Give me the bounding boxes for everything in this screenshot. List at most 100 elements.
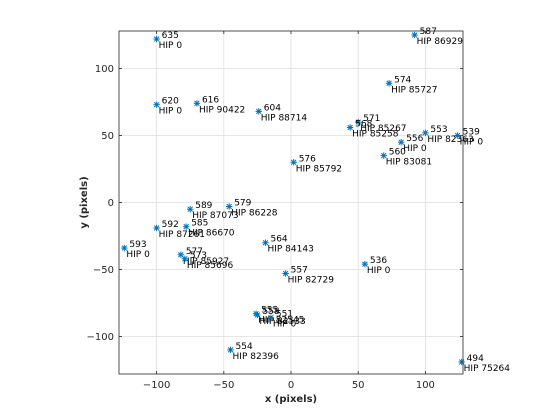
star-marker [290,159,297,166]
point-name-label: HIP 87073 [192,211,238,221]
star-marker [182,223,190,230]
point-id-label: 585 [191,219,208,229]
point-name-label: HIP 85258 [352,129,399,139]
point-name-label: HIP 85267 [360,124,406,134]
x-axis-label: x (pixels) [265,394,317,405]
point-id-label: 494 [467,354,484,364]
point-name-label: HIP 83081 [386,158,432,168]
x-tick-label: 100 [416,380,435,391]
point-id-label: 571 [363,114,380,124]
point-id-label: 564 [270,235,287,245]
point-id-label: 616 [202,95,219,105]
y-tick-label: 50 [101,131,114,142]
point-name-label: HIP 75264 [464,364,511,374]
point-name-label: HIP 82533 [259,317,305,327]
point-id-label: 557 [291,266,308,276]
point-name-label: HIP 82363 [427,135,473,145]
star-marker [354,118,362,126]
point-name-label: HIP 85927 [183,257,229,267]
point-id-label: 554 [236,342,253,352]
point-id-label: 558 [262,307,279,317]
axis-ticks: −100 −50 0 50 100 −100 −50 0 50 100 [87,31,463,391]
star-marker [411,31,418,39]
x-tick-label: −50 [213,380,234,391]
star-marker [422,129,429,137]
star-marker [153,35,160,43]
star-marker [267,314,275,321]
point-id-label: 592 [162,220,179,230]
star-marker [177,251,185,258]
star-marker [255,108,262,115]
point-id-label: 577 [186,247,203,257]
star-marker [385,80,393,87]
point-id-label: 555 [261,306,278,316]
star-marker [282,270,289,277]
point-id-label: 568 [355,119,372,129]
y-tick-label: 100 [95,64,114,75]
star-marker [225,203,233,210]
point-id-label: 576 [299,154,316,164]
x-tick-label: 0 [288,380,294,391]
point-id-label: 620 [162,97,179,107]
star-marker [254,311,261,319]
plot-frame [118,30,464,375]
star-marker [193,100,201,107]
point-id-label: 539 [463,128,480,138]
point-name-label: HIP 88714 [261,113,308,123]
point-name-label: HIP 87261 [159,230,205,240]
point-id-label: 574 [394,75,411,85]
point-name-label: HIP 85696 [187,261,234,271]
point-name-label: HIP 85792 [296,164,342,174]
point-name-label: HIP 0 [126,250,150,260]
point-name-label: HIP 84143 [267,245,313,255]
x-tick-label: −100 [143,380,170,391]
point-id-label: 604 [264,103,281,113]
point-name-label: HIP 85727 [391,85,437,95]
point-name-label: HIP 82545 [258,316,304,326]
point-name-label: HIP 86228 [231,209,278,219]
point-id-label: 556 [406,134,423,144]
y-tick-label: −50 [93,265,114,276]
point-name-label: HIP 0 [460,138,484,148]
point-name-label: HIP 86929 [417,37,464,47]
star-marker [181,255,189,262]
point-name-label: HIP 82396 [233,352,280,362]
point-id-label: 589 [195,201,212,211]
point-id-label: 553 [430,125,447,135]
point-id-label: 573 [190,251,207,261]
point-id-label: 579 [234,199,251,209]
point-id-label: 551 [276,310,293,320]
point-name-label: HIP 86670 [188,229,235,239]
point-id-label: 593 [129,240,146,250]
point-id-label: 635 [162,31,179,41]
point-name-label: HIP 0 [367,266,391,276]
star-marker [380,152,387,159]
star-marker [454,132,461,139]
point-id-label: 536 [370,256,387,266]
point-name-label: HIP 0 [273,320,297,330]
star-marker [397,139,405,146]
grid [119,31,463,374]
star-marker [153,101,160,108]
x-tick-label: 50 [352,380,365,391]
star-marker [361,260,369,268]
